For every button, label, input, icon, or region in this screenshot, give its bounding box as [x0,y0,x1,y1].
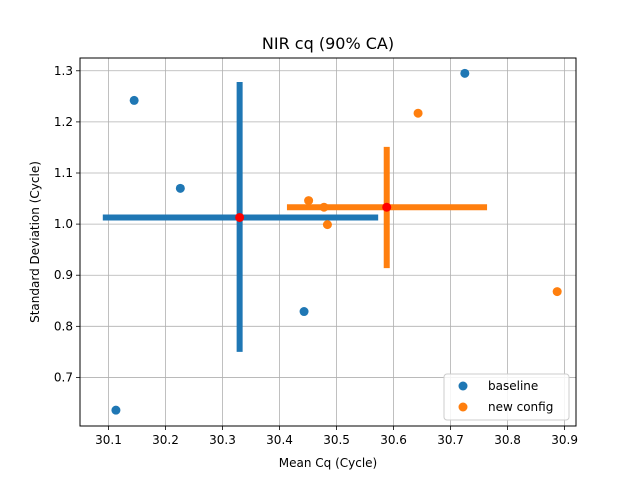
baseline-point [460,68,470,78]
x-tick-label: 30.3 [209,433,236,447]
y-tick-label: 1.1 [54,166,73,180]
x-tick-label: 30.6 [380,433,407,447]
new-config-point [322,220,332,230]
y-tick-label: 0.7 [54,370,73,384]
legend-box [443,373,570,421]
x-tick-label: 30.8 [494,433,521,447]
interval-bars [102,82,488,352]
legend-marker [458,381,468,391]
baseline-point [111,405,121,415]
y-tick-label: 1.2 [54,115,73,129]
x-tick-label: 30.1 [95,433,122,447]
x-axis-ticks: 30.1 30.2 30.3 30.4 30.5 30.6 30.7 30.8 30.9 [95,426,578,447]
baseline-point [175,183,185,193]
grid-lines [80,58,576,426]
y-axis-label: Standard Deviation (Cycle) [28,161,42,323]
x-tick-label: 30.4 [266,433,293,447]
legend-marker [458,402,468,412]
new-config-point [413,108,423,118]
y-tick-label: 1.0 [54,217,73,231]
x-axis-label: Mean Cq (Cycle) [279,456,377,470]
x-tick-label: 30.7 [437,433,464,447]
x-tick-label: 30.9 [551,433,578,447]
legend-label: new config [488,400,553,414]
baseline-point [299,307,309,317]
chart-title: NIR cq (90% CA) [262,34,394,53]
data-points [111,68,562,415]
new-config-mean-marker [382,202,392,212]
baseline-mean-marker [235,212,245,222]
y-tick-label: 1.3 [54,64,73,78]
new-config-point [552,287,562,297]
plot-frame [79,57,577,427]
new-config-point [319,202,329,212]
y-tick-label: 0.8 [54,319,73,333]
y-tick-label: 0.9 [54,268,73,282]
x-tick-label: 30.5 [323,433,350,447]
y-axis-ticks: 0.7 0.8 0.9 1.0 1.1 1.2 1.3 [54,64,80,384]
x-tick-label: 30.2 [152,433,179,447]
baseline-point [129,95,139,105]
mean-markers [235,202,392,222]
new-config-point [304,196,314,206]
legend-label: baseline [488,379,538,393]
legend: baseline new config [443,373,570,421]
